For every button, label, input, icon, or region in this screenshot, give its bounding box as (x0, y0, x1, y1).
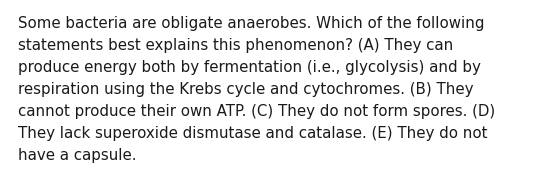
Text: have a capsule.: have a capsule. (18, 148, 137, 163)
Text: produce energy both by fermentation (i.e., glycolysis) and by: produce energy both by fermentation (i.e… (18, 60, 481, 75)
Text: Some bacteria are obligate anaerobes. Which of the following: Some bacteria are obligate anaerobes. Wh… (18, 16, 484, 31)
Text: cannot produce their own ATP. (C) They do not form spores. (D): cannot produce their own ATP. (C) They d… (18, 104, 496, 119)
Text: statements best explains this phenomenon? (A) They can: statements best explains this phenomenon… (18, 38, 453, 53)
Text: respiration using the Krebs cycle and cytochromes. (B) They: respiration using the Krebs cycle and cy… (18, 82, 474, 97)
Text: They lack superoxide dismutase and catalase. (E) They do not: They lack superoxide dismutase and catal… (18, 126, 488, 141)
